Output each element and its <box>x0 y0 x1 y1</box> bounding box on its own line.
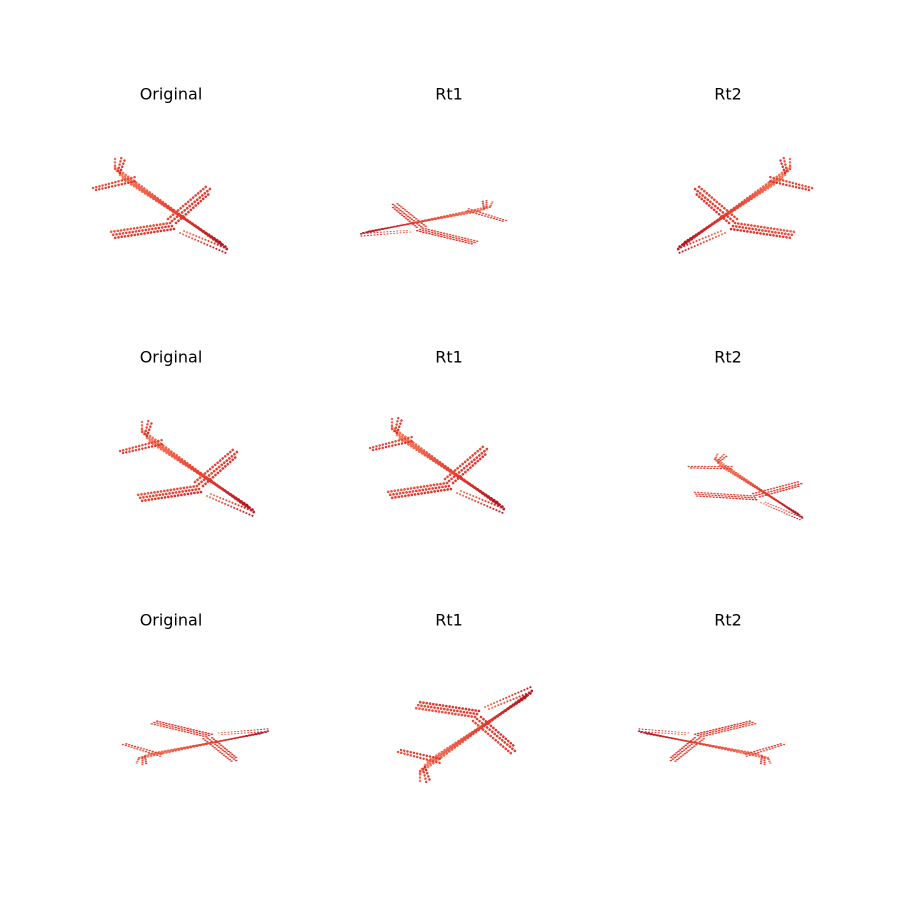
panel-title: Rt1 <box>435 85 463 104</box>
panel-title: Rt2 <box>714 611 742 630</box>
point-cloud <box>675 153 814 255</box>
panel: Original <box>113 611 272 783</box>
panel-title: Rt2 <box>714 85 742 104</box>
panel: Original <box>118 348 257 518</box>
panel: Rt1 <box>357 85 516 257</box>
panel: Rt1 <box>368 348 507 515</box>
panel-title: Rt1 <box>435 611 463 630</box>
panel: Rt2 <box>670 348 829 522</box>
point-cloud <box>118 416 257 518</box>
panel: Original <box>91 85 230 255</box>
panel-title: Original <box>140 348 203 367</box>
point-cloud <box>113 708 272 783</box>
point-cloud <box>396 685 535 787</box>
point-cloud <box>91 153 230 255</box>
point-cloud <box>357 182 516 257</box>
panel-title: Original <box>140 85 203 104</box>
panel-title: Rt1 <box>435 348 463 367</box>
point-cloud <box>635 708 794 783</box>
panel-title: Original <box>140 611 203 630</box>
point-cloud <box>368 413 507 515</box>
panel: Rt1 <box>396 611 535 787</box>
panel: Rt2 <box>675 85 814 255</box>
panel: Rt2 <box>635 611 794 783</box>
point-cloud <box>670 447 829 522</box>
panel-title: Rt2 <box>714 348 742 367</box>
